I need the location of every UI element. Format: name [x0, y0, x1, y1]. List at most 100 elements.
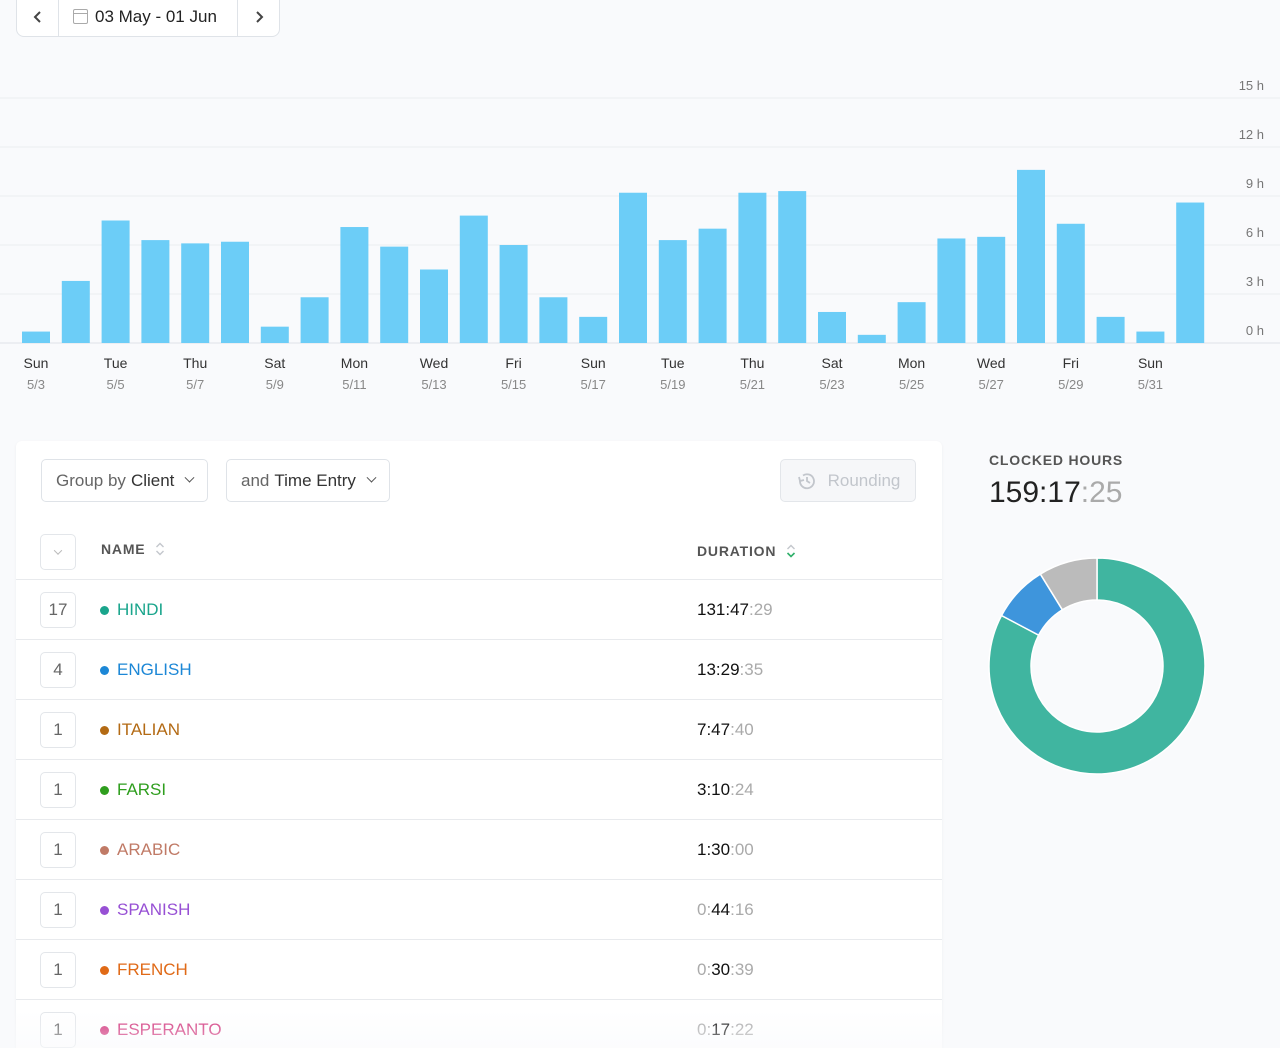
day-bar[interactable] [698, 228, 727, 343]
donut-slice[interactable] [988, 557, 1206, 775]
client-name: FRENCH [100, 940, 188, 1000]
expand-all-toggle[interactable] [40, 534, 76, 570]
subgroup-select[interactable]: and Time Entry [226, 459, 390, 502]
duration-main: 1:30 [697, 840, 731, 859]
day-bar[interactable] [937, 238, 966, 343]
entry-count-toggle[interactable]: 1 [40, 1012, 76, 1048]
day-bar[interactable] [221, 241, 249, 343]
day-bar[interactable] [380, 246, 409, 343]
previous-period-button[interactable] [17, 0, 59, 36]
day-bar[interactable] [1056, 223, 1085, 343]
day-bar[interactable] [818, 311, 846, 343]
duration-seconds: :00 [730, 840, 754, 859]
chevron-right-icon [255, 10, 263, 23]
duration-seconds: :39 [730, 960, 754, 979]
client-color-dot [100, 665, 109, 675]
day-bar[interactable] [1136, 331, 1165, 343]
day-bar[interactable] [260, 326, 289, 343]
day-bar[interactable] [22, 331, 50, 343]
table-row[interactable]: 1 SPANISH 0: 44:16 [16, 879, 942, 939]
y-tick-label: 15 h [1239, 78, 1264, 93]
name-column-header[interactable]: NAME [101, 541, 165, 557]
day-bar[interactable] [1017, 169, 1045, 343]
x-tick-date: 5/31 [1138, 377, 1163, 392]
donut-slice[interactable] [1039, 557, 1098, 611]
duration-seconds: :22 [730, 1020, 754, 1039]
duration-column-header[interactable]: DURATION [697, 543, 796, 559]
table-row[interactable]: 17 HINDI 131:47:29 [16, 579, 942, 639]
rounding-label: Rounding [827, 470, 901, 490]
client-color-dot [100, 965, 109, 975]
entry-count-toggle[interactable]: 1 [40, 892, 76, 928]
day-bar[interactable] [857, 334, 886, 343]
day-bar[interactable] [499, 245, 528, 343]
day-bar[interactable] [738, 192, 767, 343]
day-bar[interactable] [300, 297, 329, 343]
day-bar[interactable] [340, 227, 369, 343]
day-bar[interactable] [897, 302, 926, 343]
entry-count-toggle[interactable]: 1 [40, 832, 76, 868]
day-bar[interactable] [539, 297, 568, 343]
duration-seconds: :40 [730, 720, 754, 739]
client-label: FRENCH [117, 960, 188, 979]
day-bar[interactable] [658, 240, 687, 343]
clocked-hours-main: 159:17 [989, 476, 1081, 509]
duration-main: 131:47 [697, 600, 749, 619]
x-tick-day: Wed [420, 355, 449, 371]
x-tick-date: 5/15 [501, 377, 526, 392]
day-bar[interactable] [420, 269, 448, 344]
table-header: NAME DURATION [16, 531, 942, 579]
x-tick-day: Sat [264, 355, 285, 371]
entry-count-toggle[interactable]: 1 [40, 772, 76, 808]
x-tick-day: Sun [1138, 355, 1163, 371]
duration-column-label: DURATION [697, 543, 777, 559]
day-bar[interactable] [1176, 202, 1205, 343]
x-tick-day: Wed [977, 355, 1006, 371]
group-by-select[interactable]: Group by Client [41, 459, 209, 502]
day-bar[interactable] [181, 243, 210, 343]
table-row[interactable]: 1 FARSI 3:10:24 [16, 759, 942, 819]
duration-main: 13:29 [697, 660, 740, 679]
client-label: FARSI [117, 780, 167, 799]
clients-donut-chart [988, 557, 1206, 775]
client-color-dot [100, 785, 109, 795]
x-tick-date: 5/5 [107, 377, 125, 392]
duration-dim-prefix: 0: [697, 960, 712, 979]
x-tick-date: 5/17 [581, 377, 606, 392]
table-row[interactable]: 1 ITALIAN 7:47:40 [16, 699, 942, 759]
day-bar[interactable] [579, 316, 608, 343]
entry-count-toggle[interactable]: 4 [40, 652, 76, 688]
table-row[interactable]: 1 FRENCH 0: 30:39 [16, 939, 942, 999]
day-bar[interactable] [619, 192, 647, 343]
date-range-display[interactable]: 03 May - 01 Jun [59, 7, 237, 27]
entry-count-toggle[interactable]: 17 [40, 592, 76, 628]
x-tick-date: 5/3 [27, 377, 45, 392]
day-bar[interactable] [101, 220, 130, 344]
day-bar[interactable] [977, 236, 1006, 343]
x-tick-day: Fri [1063, 355, 1079, 371]
x-tick-day: Sat [821, 355, 842, 371]
x-tick-day: Fri [505, 355, 521, 371]
day-bar[interactable] [141, 240, 170, 343]
next-period-button[interactable] [237, 0, 279, 36]
clocked-hours-value: 159:17:25 [989, 476, 1122, 510]
x-tick-date: 5/25 [899, 377, 924, 392]
entry-count-toggle[interactable]: 1 [40, 952, 76, 988]
day-bar[interactable] [61, 280, 90, 343]
rounding-button[interactable]: Rounding [780, 459, 916, 502]
client-label: ENGLISH [117, 660, 192, 679]
date-range-label: 03 May - 01 Jun [95, 6, 217, 26]
entry-count-toggle[interactable]: 1 [40, 712, 76, 748]
table-row[interactable]: 1 ARABIC 1:30:00 [16, 819, 942, 879]
day-bar[interactable] [459, 215, 488, 343]
day-bar[interactable] [778, 191, 807, 343]
duration-main: 44 [711, 900, 731, 919]
duration-main: 3:10 [697, 780, 731, 799]
duration-value: 0: 44:16 [697, 880, 754, 940]
duration-main: 17 [711, 1020, 731, 1039]
clocked-hours-seconds: :25 [1080, 476, 1123, 509]
x-tick-date: 5/21 [740, 377, 765, 392]
day-bar[interactable] [1096, 316, 1125, 343]
table-row[interactable]: 1 ESPERANTO 0: 17:22 [16, 999, 942, 1048]
table-row[interactable]: 4 ENGLISH 13:29:35 [16, 639, 942, 699]
